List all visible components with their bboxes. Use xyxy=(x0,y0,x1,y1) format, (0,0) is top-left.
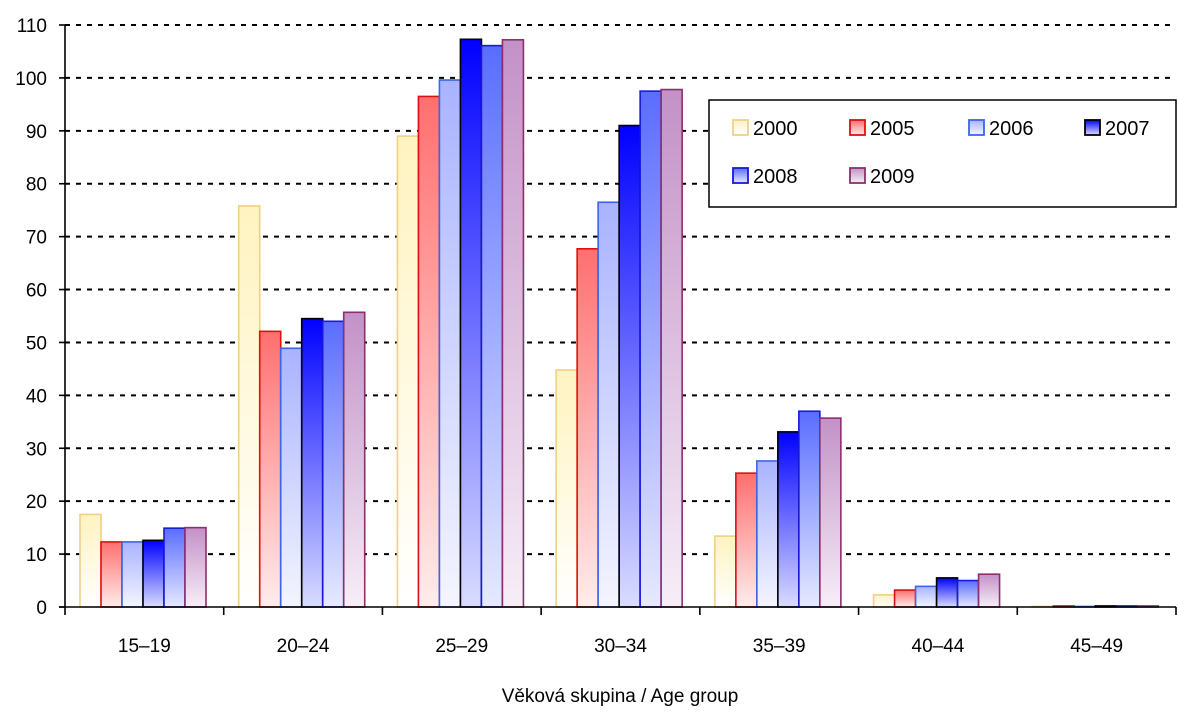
y-tick-label: 90 xyxy=(26,122,47,143)
tick-labels: 0 10 20 30 40 50 60 70 80 90 100 110 15–19 20–24 25–29… xyxy=(15,16,1123,657)
bar-2000-35–39 xyxy=(714,535,737,608)
legend-label-2006: 2006 xyxy=(989,118,1034,140)
bar-2005-20–24 xyxy=(258,330,282,608)
bar-2009-40–44 xyxy=(977,573,1001,608)
y-tick-label: 0 xyxy=(36,598,47,619)
bar-2009-15–19 xyxy=(184,526,207,608)
y-tick-label: 50 xyxy=(26,333,47,354)
bar-2006-40–44 xyxy=(914,585,938,608)
legend-swatch-2006 xyxy=(968,119,985,136)
legend-label-2000: 2000 xyxy=(753,118,798,140)
legend-label-2005: 2005 xyxy=(870,118,915,140)
bar-2009-35–39 xyxy=(819,417,842,608)
legend: 2000 2005 2006 2007 2008 2009 xyxy=(708,99,1177,208)
legend-label-2009: 2009 xyxy=(870,166,915,188)
x-tick-label: 25–29 xyxy=(435,636,488,657)
bar-2009-25–29 xyxy=(501,39,525,608)
bar-2006-35–39 xyxy=(756,460,779,608)
bar-2008-20–24 xyxy=(321,320,345,608)
bar-2007-15–19 xyxy=(142,539,165,608)
x-tick-label: 15–19 xyxy=(118,636,171,657)
bar-2008-15–19 xyxy=(163,527,186,608)
x-axis-title: Věková skupina / Age group xyxy=(502,686,739,707)
legend-swatch-2007 xyxy=(1084,119,1101,136)
axes xyxy=(59,24,1177,615)
bar-2000-40–44 xyxy=(872,594,896,608)
bar-2007-30–34 xyxy=(618,124,641,608)
legend-swatch-2000 xyxy=(732,119,749,136)
x-tick-label: 35–39 xyxy=(753,636,806,657)
y-tick-label: 40 xyxy=(26,386,47,407)
bar-2007-40–44 xyxy=(935,577,959,608)
bar-2007-25–29 xyxy=(459,38,483,608)
bar-2000-15–19 xyxy=(79,513,102,608)
bar-2007-35–39 xyxy=(777,431,800,608)
legend-swatch-2009 xyxy=(849,167,866,184)
legend-swatch-2005 xyxy=(849,119,866,136)
bar-2008-40–44 xyxy=(956,579,980,608)
legend-label-2008: 2008 xyxy=(753,166,798,188)
y-tick-label: 60 xyxy=(26,281,47,302)
bar-2005-30–34 xyxy=(576,248,599,608)
bar-2000-30–34 xyxy=(555,369,578,608)
bar-2005-15–19 xyxy=(100,541,123,608)
bar-2006-20–24 xyxy=(279,347,303,608)
x-tick-label: 20–24 xyxy=(277,636,330,657)
bar-2000-25–29 xyxy=(396,135,420,608)
legend-box xyxy=(708,99,1177,208)
y-tick-label: 30 xyxy=(26,439,47,460)
bar-2006-15–19 xyxy=(121,541,144,608)
bar-2006-25–29 xyxy=(438,79,462,608)
bar-2007-20–24 xyxy=(300,317,324,608)
x-tick-label: 30–34 xyxy=(594,636,647,657)
bar-2008-30–34 xyxy=(639,90,662,608)
y-tick-label: 10 xyxy=(26,545,47,566)
bar-2009-20–24 xyxy=(342,311,366,608)
y-tick-label: 80 xyxy=(26,175,47,196)
legend-label-2007: 2007 xyxy=(1105,118,1150,140)
bars xyxy=(79,38,1160,608)
bar-2000-20–24 xyxy=(237,205,261,608)
bar-2005-40–44 xyxy=(893,589,917,608)
y-tick-label: 70 xyxy=(26,228,47,249)
bar-2005-35–39 xyxy=(735,472,758,608)
legend-swatch-2008 xyxy=(732,167,749,184)
x-tick-label: 40–44 xyxy=(912,636,965,657)
y-tick-label: 110 xyxy=(17,16,47,37)
y-tick-label: 100 xyxy=(15,69,47,90)
bar-2005-25–29 xyxy=(417,95,441,608)
x-tick-label: 45–49 xyxy=(1070,636,1123,657)
bar-2008-25–29 xyxy=(480,44,504,608)
y-tick-label: 20 xyxy=(26,492,47,513)
bar-2009-30–34 xyxy=(660,88,683,608)
bar-2006-30–34 xyxy=(597,201,620,608)
bar-2008-35–39 xyxy=(798,410,821,608)
